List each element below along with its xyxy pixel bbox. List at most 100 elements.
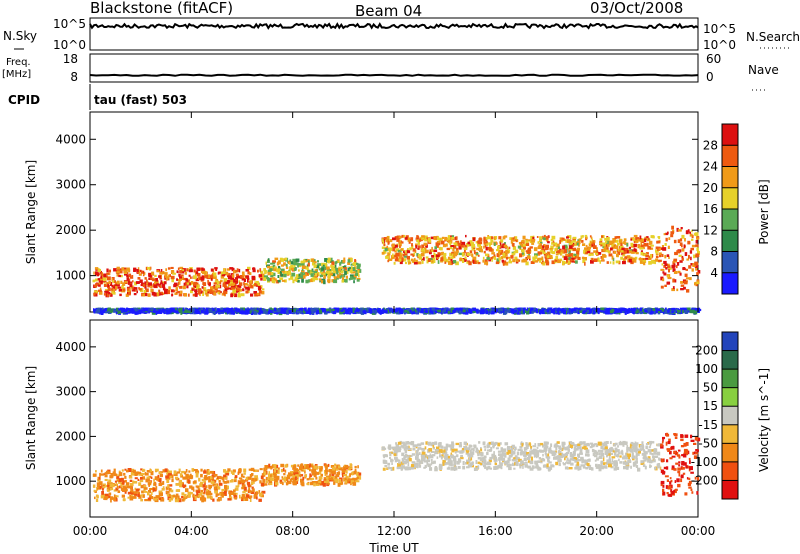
colorbar-tick-label: 20 xyxy=(703,181,718,195)
echo-cell xyxy=(677,239,681,243)
echo-cell xyxy=(129,494,132,498)
echo-cell xyxy=(691,244,696,248)
echo-cell xyxy=(587,246,591,249)
echo-cell xyxy=(158,275,162,278)
echo-cell xyxy=(595,250,599,254)
echo-cell xyxy=(297,280,300,283)
echo-cell xyxy=(601,235,604,238)
echo-cell xyxy=(247,310,252,314)
echo-cell xyxy=(165,486,169,490)
echo-cell xyxy=(694,261,698,266)
echo-cell xyxy=(647,307,651,312)
echo-cell xyxy=(316,265,320,269)
echo-cell xyxy=(218,271,222,274)
echo-cell xyxy=(640,244,644,248)
echo-cell xyxy=(203,480,206,483)
echo-cell xyxy=(251,486,254,490)
echo-cell xyxy=(354,269,359,273)
echo-cell xyxy=(421,244,425,248)
echo-cell xyxy=(402,253,405,257)
echo-cell xyxy=(227,280,230,284)
echo-cell xyxy=(530,261,535,264)
echo-cell xyxy=(100,272,103,277)
echo-cell xyxy=(237,480,240,484)
echo-cell xyxy=(140,468,143,471)
echo-cell xyxy=(388,239,390,243)
echo-cell xyxy=(93,290,98,293)
echo-cell xyxy=(470,242,475,246)
echo-cell xyxy=(651,310,656,314)
echo-cell xyxy=(126,469,129,473)
echo-cell xyxy=(127,276,129,279)
echo-cell xyxy=(212,498,215,502)
echo-cell xyxy=(113,286,117,289)
echo-cell xyxy=(640,251,644,256)
echo-cell xyxy=(598,257,600,262)
echo-cell xyxy=(203,477,207,481)
echo-cell xyxy=(424,249,429,254)
echo-cell xyxy=(118,289,122,292)
echo-cell xyxy=(667,275,669,278)
echo-cell xyxy=(538,244,541,249)
echo-cell xyxy=(630,237,635,241)
echo-cell xyxy=(573,253,577,256)
echo-cell xyxy=(280,273,283,277)
echo-cell xyxy=(339,261,342,266)
echo-cell xyxy=(378,309,382,313)
echo-cell xyxy=(321,272,324,277)
echo-cell xyxy=(317,308,321,312)
echo-cell xyxy=(525,261,529,266)
echo-cell xyxy=(473,309,476,313)
echo-cell xyxy=(256,310,259,313)
echo-cell xyxy=(304,307,307,312)
echo-cell xyxy=(205,275,209,278)
echo-cell xyxy=(290,275,294,279)
echo-cell xyxy=(247,266,251,270)
echo-cell xyxy=(340,270,344,274)
echo-cell xyxy=(111,288,113,291)
echo-cell xyxy=(147,477,150,482)
echo-cell xyxy=(697,270,701,274)
echo-cell xyxy=(447,235,451,239)
echo-cell xyxy=(494,236,498,240)
power-ylabel: Slant Range [km] xyxy=(24,160,38,264)
echo-cell xyxy=(646,242,649,247)
echo-cell xyxy=(275,267,277,272)
colorbar-tick-label: 16 xyxy=(703,202,718,216)
echo-cell xyxy=(195,282,199,286)
echo-cell xyxy=(689,233,693,237)
echo-cell xyxy=(220,307,224,311)
echo-cell xyxy=(286,309,289,314)
echo-cell xyxy=(175,495,177,500)
echo-cell xyxy=(96,495,99,499)
echo-cell xyxy=(315,310,318,315)
echo-cell xyxy=(581,256,585,259)
echo-cell xyxy=(290,261,294,265)
echo-cell xyxy=(110,498,112,503)
echo-cell xyxy=(94,284,98,288)
echo-cell xyxy=(176,489,181,492)
echo-cell xyxy=(531,307,536,311)
echo-cell xyxy=(680,281,684,284)
echo-cell xyxy=(227,468,231,472)
echo-cell xyxy=(408,241,411,244)
echo-cell xyxy=(202,275,205,279)
echo-cell xyxy=(151,291,156,296)
echo-cell xyxy=(697,309,700,313)
echo-cell xyxy=(258,288,261,291)
echo-cell xyxy=(328,270,332,274)
echo-cell xyxy=(681,248,685,252)
echo-cell xyxy=(339,310,343,315)
echo-cell xyxy=(572,258,575,262)
echo-cell xyxy=(545,259,549,263)
echo-cell xyxy=(320,269,322,274)
echo-cell xyxy=(247,270,250,275)
echo-cell xyxy=(695,267,698,271)
echo-cell xyxy=(612,238,616,242)
echo-cell xyxy=(138,494,142,499)
echo-cell xyxy=(274,257,279,260)
echo-cell xyxy=(288,278,291,281)
echo-cell xyxy=(223,291,227,294)
echo-cell xyxy=(201,286,204,289)
echo-cell xyxy=(547,241,550,244)
